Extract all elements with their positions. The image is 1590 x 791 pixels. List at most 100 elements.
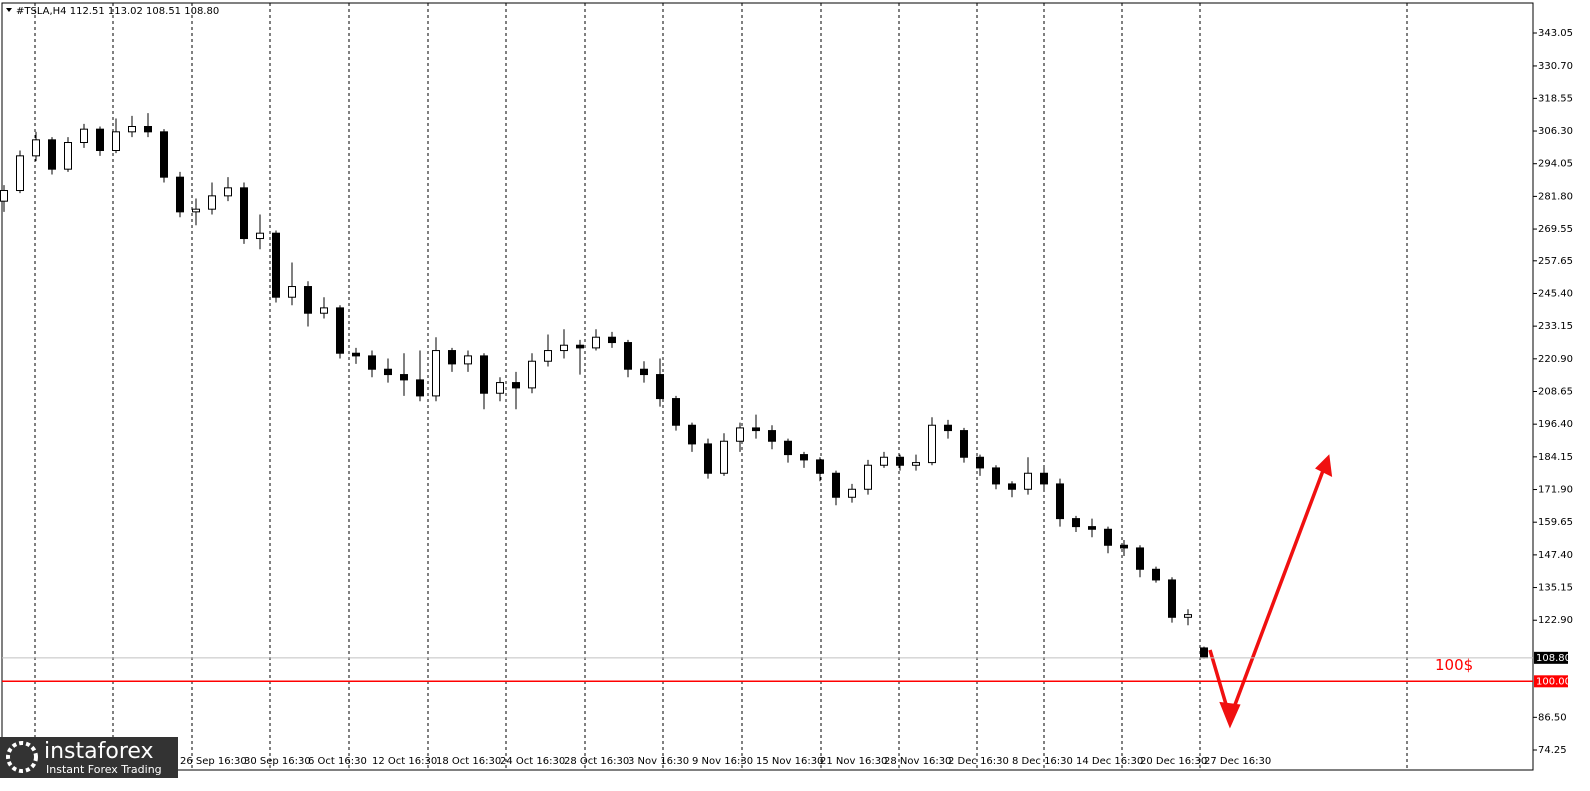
y-tick-label: 159.65 bbox=[1538, 517, 1573, 528]
candle-body bbox=[176, 176, 184, 213]
candle-body bbox=[416, 379, 424, 397]
candle-body bbox=[192, 208, 200, 213]
y-tick-label: 196.40 bbox=[1538, 419, 1573, 430]
candle-body bbox=[736, 427, 744, 442]
x-tick-label: 24 Oct 16:30 bbox=[500, 756, 565, 767]
x-tick-label: 15 Nov 16:30 bbox=[756, 756, 823, 767]
candle-body bbox=[640, 368, 648, 376]
arrow-head bbox=[1315, 454, 1333, 478]
candle-body bbox=[800, 454, 808, 461]
candle-body bbox=[592, 336, 600, 349]
candle-body bbox=[256, 232, 264, 240]
candle-body bbox=[1088, 526, 1096, 530]
candle-body bbox=[496, 382, 504, 394]
candle-body bbox=[1200, 647, 1208, 659]
candle-body bbox=[848, 488, 856, 498]
x-tick-label: 18 Oct 16:30 bbox=[436, 756, 501, 767]
candle-body bbox=[144, 125, 152, 133]
candle-body bbox=[976, 456, 984, 469]
candle-body bbox=[400, 374, 408, 381]
candle-body bbox=[704, 443, 712, 474]
candle-body bbox=[608, 336, 616, 344]
marks bbox=[0, 113, 1208, 659]
candle-body bbox=[1104, 528, 1112, 546]
chart-header: #TSLA,H4 112.51 113.02 108.51 108.80 bbox=[16, 6, 219, 17]
vertical-grid bbox=[34, 3, 1408, 770]
candle-body bbox=[1024, 472, 1032, 490]
candle-body bbox=[32, 139, 40, 157]
candle-body bbox=[1008, 483, 1016, 490]
candle-body bbox=[208, 195, 216, 210]
candle-body bbox=[368, 355, 376, 370]
x-tick-label: 28 Nov 16:30 bbox=[884, 756, 951, 767]
candle-body bbox=[160, 131, 168, 178]
candle-body bbox=[1184, 614, 1192, 618]
x-tick-label: 26 Sep 16:30 bbox=[180, 756, 247, 767]
candle-body bbox=[112, 131, 120, 152]
candle-body bbox=[480, 355, 488, 394]
x-tick-label: 12 Oct 16:30 bbox=[372, 756, 437, 767]
candle-body bbox=[64, 142, 72, 170]
candle-body bbox=[448, 350, 456, 365]
y-tick-label: 233.15 bbox=[1538, 321, 1573, 332]
y-tick-label: 269.55 bbox=[1538, 224, 1573, 235]
x-tick-label: 3 Nov 16:30 bbox=[628, 756, 689, 767]
candle-body bbox=[656, 374, 664, 400]
level-label-box bbox=[1534, 675, 1568, 688]
candle-body bbox=[320, 307, 328, 314]
logo-name: instaforex bbox=[44, 739, 154, 764]
y-tick-label: 294.05 bbox=[1538, 159, 1573, 170]
candle-body bbox=[560, 344, 568, 352]
candle-body bbox=[624, 342, 632, 370]
level-label: 100.00 bbox=[1536, 676, 1571, 687]
candle-body bbox=[960, 430, 968, 458]
x-tick-label: 8 Dec 16:30 bbox=[1012, 756, 1073, 767]
y-tick-label: 343.05 bbox=[1538, 28, 1573, 39]
y-tick-label: 171.90 bbox=[1538, 485, 1573, 496]
x-tick-label: 28 Oct 16:30 bbox=[564, 756, 629, 767]
candle-body bbox=[272, 232, 280, 298]
candle-body bbox=[992, 467, 1000, 485]
candle-body bbox=[48, 139, 56, 170]
candle-body bbox=[128, 125, 136, 133]
plot-frame bbox=[1, 2, 1534, 771]
y-tick-label: 74.25 bbox=[1538, 745, 1567, 756]
y-tick-label: 257.65 bbox=[1538, 256, 1573, 267]
x-tick-label: 6 Oct 16:30 bbox=[308, 756, 367, 767]
x-tick-label: 9 Nov 16:30 bbox=[692, 756, 753, 767]
candle-body bbox=[752, 427, 760, 432]
y-tick-label: 208.65 bbox=[1538, 387, 1573, 398]
candle-body bbox=[528, 360, 536, 389]
y-tick-label: 147.40 bbox=[1538, 550, 1573, 561]
candle-body bbox=[832, 472, 840, 498]
x-tick-label: 14 Dec 16:30 bbox=[1076, 756, 1143, 767]
candle-body bbox=[1120, 544, 1128, 549]
price-label-box bbox=[1534, 651, 1568, 664]
candle-body bbox=[96, 128, 104, 152]
x-tick-label: 20 Dec 16:30 bbox=[1140, 756, 1207, 767]
logo-icon bbox=[6, 741, 38, 773]
y-tick-label: 135.15 bbox=[1538, 583, 1573, 594]
y-tick-label: 86.50 bbox=[1538, 712, 1567, 723]
candle-body bbox=[576, 344, 584, 349]
y-tick-label: 122.90 bbox=[1538, 615, 1573, 626]
candle-body bbox=[912, 462, 920, 466]
logo-tagline: Instant Forex Trading bbox=[46, 763, 162, 776]
candle-body bbox=[928, 424, 936, 464]
candle-body bbox=[1136, 547, 1144, 570]
candle-body bbox=[1152, 568, 1160, 581]
candle-body bbox=[384, 368, 392, 376]
candle-body bbox=[80, 128, 88, 144]
candle-body bbox=[0, 190, 8, 202]
y-tick-label: 184.15 bbox=[1538, 452, 1573, 463]
candle-body bbox=[896, 456, 904, 466]
candle-body bbox=[16, 155, 24, 192]
candle-body bbox=[1040, 472, 1048, 485]
candle-body bbox=[944, 424, 952, 432]
forecast-arrow bbox=[1208, 454, 1333, 729]
x-tick-label: 21 Nov 16:30 bbox=[820, 756, 887, 767]
price-label: 108.80 bbox=[1536, 653, 1571, 664]
candle-body bbox=[512, 382, 520, 389]
y-tick-label: 318.55 bbox=[1538, 93, 1573, 104]
